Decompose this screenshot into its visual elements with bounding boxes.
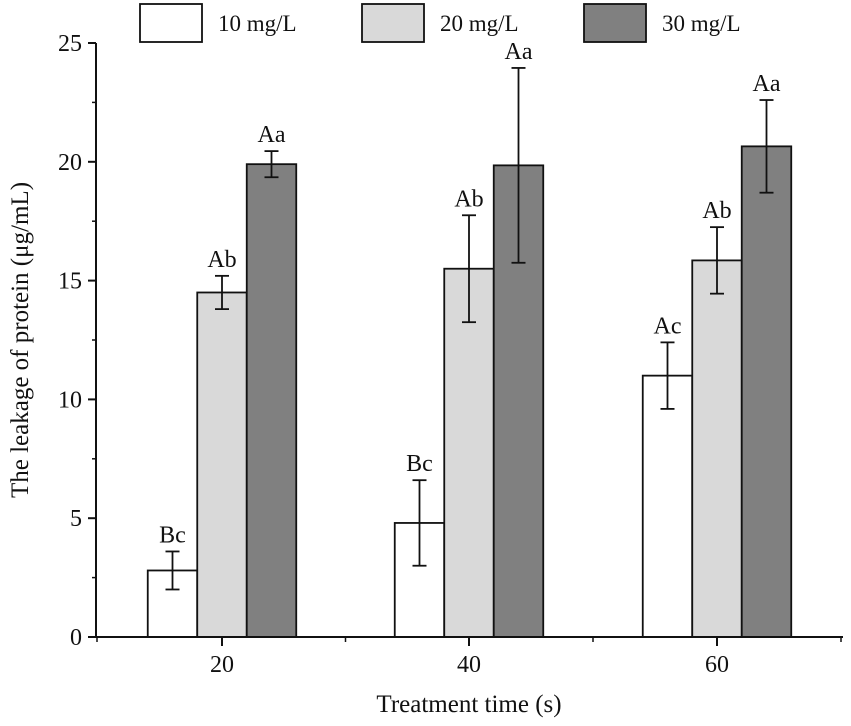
x-tick-label: 20	[210, 652, 234, 678]
x-tick-label: 40	[457, 652, 481, 678]
significance-label: Ac	[654, 313, 682, 339]
legend-swatch	[139, 3, 203, 43]
significance-label: Aa	[505, 39, 533, 65]
significance-labels: Bc Bc Ac Ab Ab Ab Aa Aa Aa	[159, 39, 781, 549]
significance-label: Ab	[702, 198, 731, 224]
y-tick-label: 5	[70, 506, 82, 532]
error-bars	[165, 67, 774, 591]
significance-label: Aa	[258, 122, 286, 148]
x-ticks: 20 40 60	[96, 637, 842, 678]
significance-label: Bc	[159, 522, 186, 548]
y-tick-label: 10	[58, 387, 82, 413]
legend-swatch	[361, 3, 425, 43]
x-tick-label: 60	[705, 652, 729, 678]
y-tick-label: 15	[58, 269, 82, 295]
bar	[196, 291, 248, 638]
significance-label: Aa	[753, 71, 781, 97]
legend: 10 mg/L 20 mg/L 30 mg/L	[139, 3, 741, 43]
bar	[740, 145, 793, 638]
significance-label: Bc	[406, 451, 433, 477]
legend-swatch	[583, 3, 647, 43]
bar	[691, 259, 743, 638]
legend-label: 20 mg/L	[440, 11, 519, 36]
bar	[245, 163, 298, 638]
significance-label: Ab	[207, 247, 236, 273]
legend-label: 10 mg/L	[218, 11, 297, 36]
y-tick-label: 0	[70, 625, 82, 651]
y-tick-label: 20	[58, 150, 82, 176]
y-tick-label: 25	[58, 31, 82, 57]
y-axis-title: The leakage of protein (μg/mL)	[7, 182, 34, 498]
bar	[443, 267, 495, 638]
legend-label: 30 mg/L	[662, 11, 741, 36]
significance-label: Ab	[454, 186, 483, 212]
x-axis-title: Treatment time (s)	[376, 691, 561, 718]
y-ticks: 0 5 10 15 20 25	[58, 31, 96, 651]
bar	[641, 374, 694, 638]
bars	[146, 145, 793, 638]
